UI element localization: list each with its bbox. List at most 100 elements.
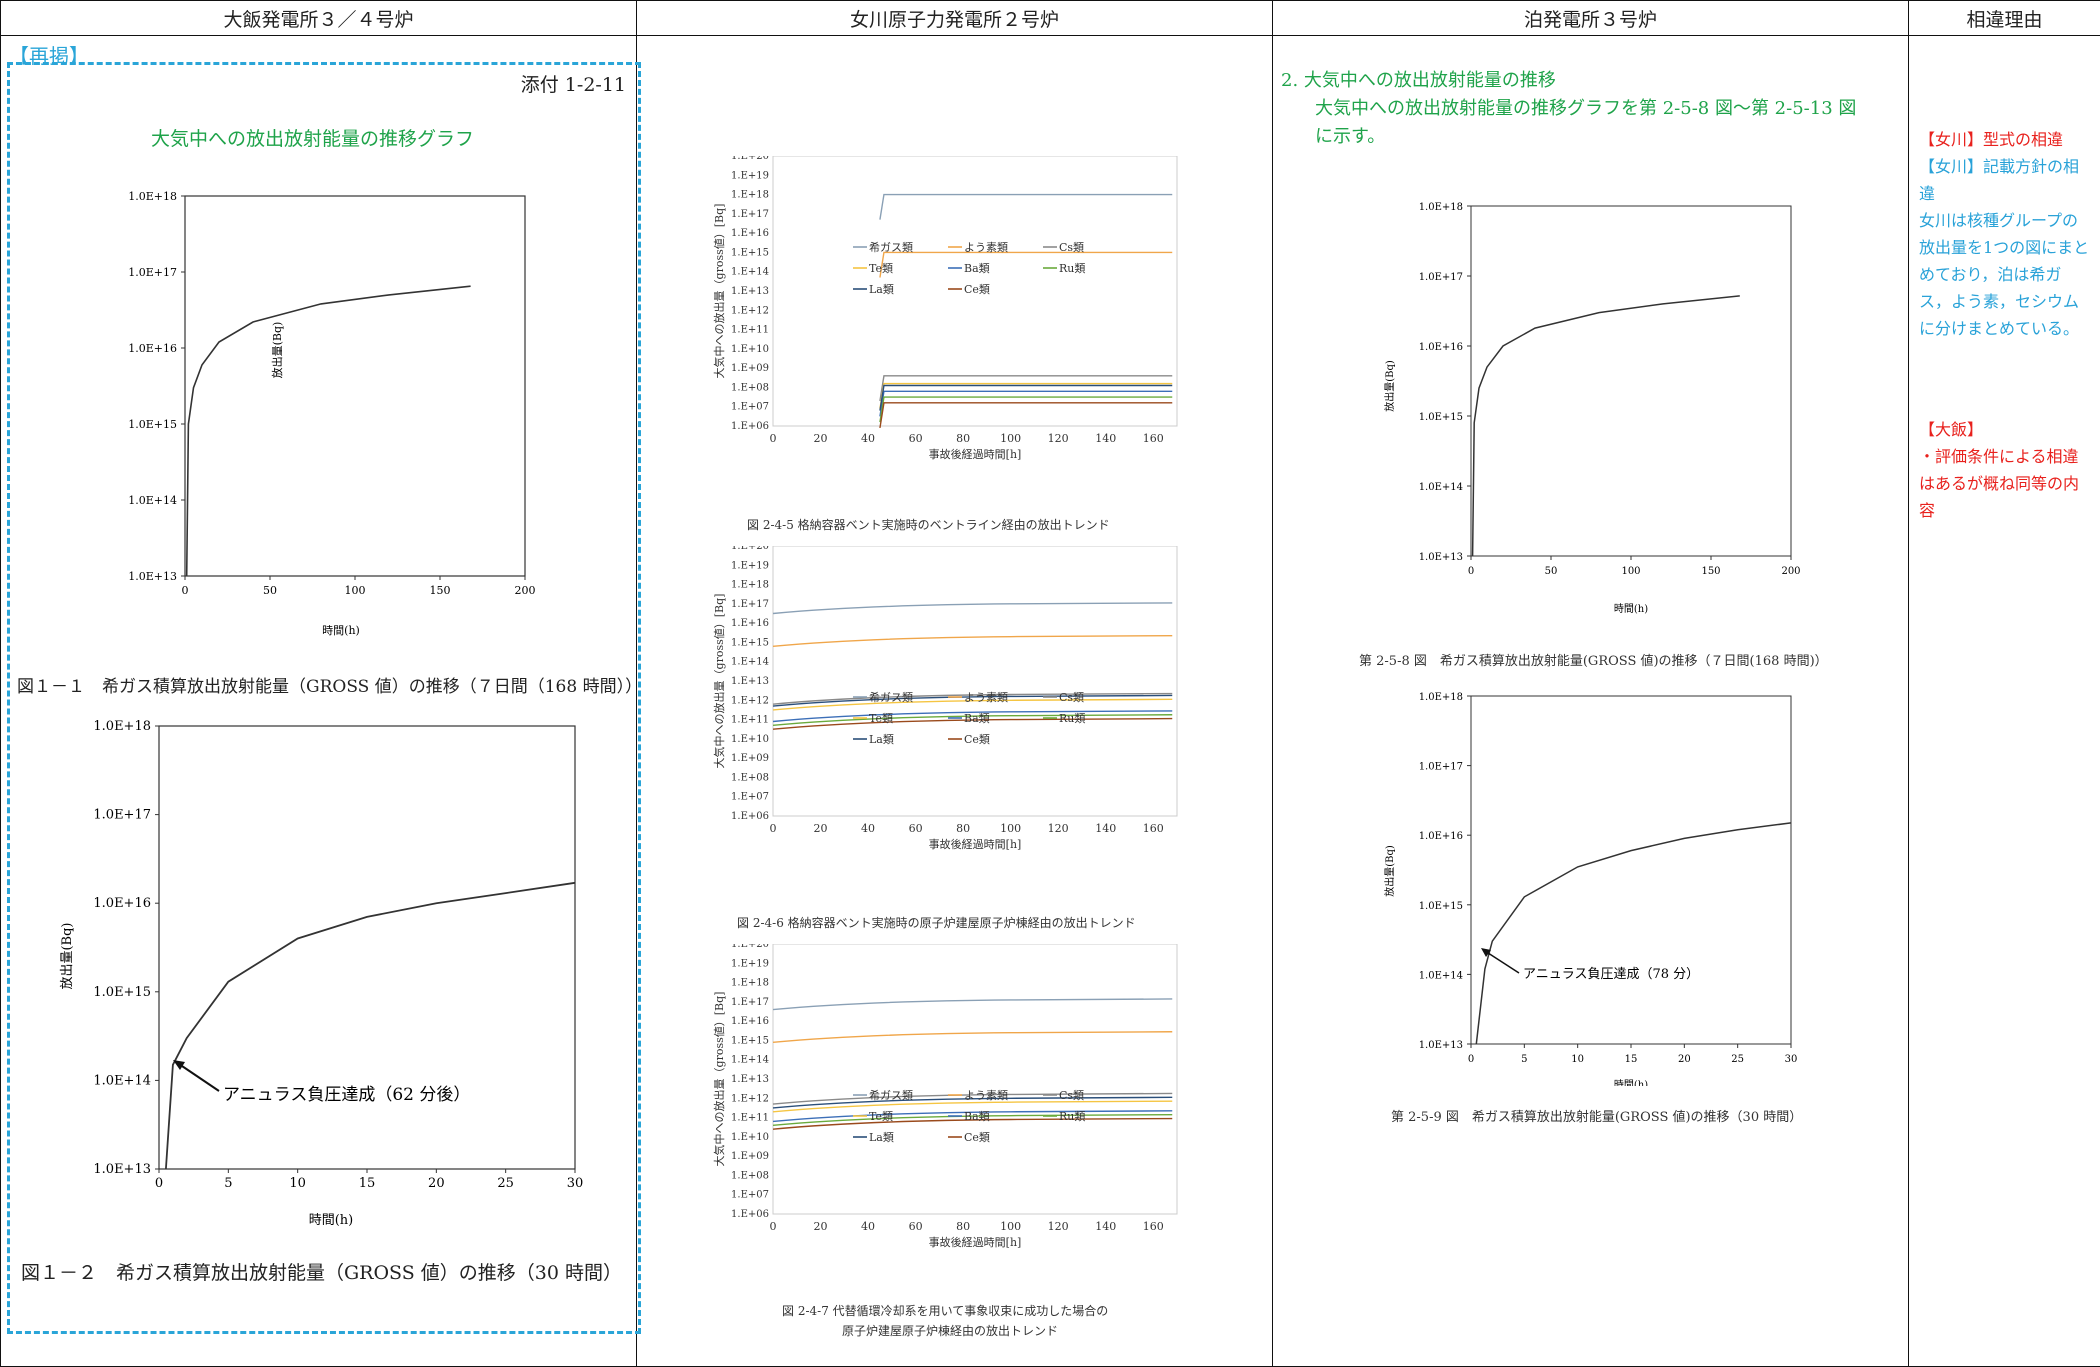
- onagawa-x-tick-label: 140: [1095, 1220, 1116, 1233]
- onagawa-ylabel: 大気中への放出量（gross値）[Bq]: [712, 594, 726, 769]
- onagawa-legend-label: Ru類: [1059, 262, 1085, 275]
- onagawa-x-tick-label: 140: [1095, 432, 1116, 445]
- attachment-number: 添付 1-2-11: [520, 74, 626, 96]
- tomari-annotation-text: アニュラス負圧達成（78 分）: [1523, 967, 1699, 982]
- ohi-chart-168h-frame: [184, 195, 526, 577]
- onagawa-y-tick-label: 1.E+20: [731, 546, 769, 552]
- onagawa-y-tick-label: 1.E+14: [731, 657, 769, 668]
- onagawa-series-line: [772, 1110, 1173, 1123]
- onagawa-y-tick-label: 1.E+14: [731, 1055, 769, 1066]
- onagawa-y-tick-label: 1.E+15: [731, 1035, 769, 1046]
- x-tick-label: 0: [1468, 1054, 1474, 1065]
- x-tick-label: 20: [428, 1176, 445, 1191]
- ohi-graph-title: 大気中への放出放射能量の推移グラフ: [151, 128, 475, 150]
- onagawa-series-line: [772, 1031, 1173, 1044]
- onagawa-legend-label: La類: [869, 1131, 894, 1144]
- reason-policy-line1: 【女川】記載方針の相: [1919, 157, 2080, 176]
- onagawa-y-tick-label: 1.E+12: [731, 695, 769, 706]
- y-tick-label: 1.0E+13: [1419, 552, 1463, 563]
- onagawa-y-tick-label: 1.E+08: [731, 772, 769, 783]
- onagawa-legend-label: Ru類: [1059, 712, 1085, 725]
- x-tick-label: 150: [430, 584, 451, 597]
- tomari-chart-30h: 1.0E+13 1.0E+14 1.0E+15 1.0E+16 1.0E+17 1.0E+…: [1383, 692, 1798, 1086]
- reason-ohi-line3: 容: [1919, 501, 1936, 520]
- onagawa-series-line: [772, 1117, 1173, 1130]
- x-tick-label: 5: [224, 1176, 232, 1191]
- ohi-chart-168h: 1.0E+13 1.0E+14 1.0E+15 1.0E+16 1.0E+17 1.0E+…: [128, 190, 535, 637]
- y-tick-label: 1.0E+15: [93, 985, 151, 1000]
- onagawa-y-tick-label: 1.E+16: [731, 618, 769, 629]
- y-tick-label: 1.0E+16: [1419, 342, 1463, 353]
- onagawa-y-tick-label: 1.E+08: [731, 382, 769, 393]
- onagawa-series-line: [879, 396, 1173, 423]
- reason-cell: 【女川】型式の相違 【女川】記載方針の相 違 女川は核種グループの 放出量を1つ…: [1908, 35, 2100, 1367]
- onagawa-legend-label: Ba類: [964, 712, 990, 725]
- ohi-30h-series-line: [165, 881, 576, 1170]
- x-tick-label: 50: [1545, 566, 1558, 577]
- onagawa-series-line: [772, 998, 1173, 1011]
- reason-detail-line5: に分けまとめている。: [1919, 319, 2080, 338]
- onagawa-ylabel: 大気中への放出量（gross値）[Bq]: [712, 992, 726, 1167]
- onagawa-series-line: [879, 402, 1173, 429]
- onagawa-x-tick-label: 80: [956, 822, 970, 835]
- y-tick-label: 1.0E+18: [128, 190, 177, 203]
- y-tick-label: 1.0E+18: [93, 719, 151, 734]
- ohi-168h-xlabel: 時間(h): [322, 624, 360, 637]
- reason-detail-line2: 放出量を1つの図にまと: [1919, 238, 2090, 257]
- x-tick-label: 15: [1625, 1054, 1638, 1065]
- onagawa-series-line: [879, 384, 1173, 411]
- x-tick-label: 10: [289, 1176, 306, 1191]
- onagawa-x-tick-label: 160: [1143, 822, 1164, 835]
- tomari-fig-2-5-8-caption: 第 2-5-8 図 希ガス積算放出放射能量(GROSS 値)の推移（７日間(16…: [1359, 654, 1828, 669]
- onagawa-y-tick-label: 1.E+09: [731, 363, 769, 374]
- tomari-30h-xlabel: 時間(h): [1614, 1079, 1648, 1086]
- onagawa-legend-label: Cs類: [1059, 241, 1084, 254]
- onagawa-legend-label: La類: [869, 283, 894, 296]
- onagawa-series-line: [772, 717, 1173, 730]
- y-tick-label: 1.0E+15: [1419, 901, 1463, 912]
- tomari-30h-ylabel: 放出量(Bq): [1383, 845, 1396, 897]
- ohi-30h-ylabel: 放出量(Bq): [60, 922, 75, 989]
- onagawa-series-line: [772, 714, 1173, 727]
- onagawa-y-tick-label: 1.E+19: [731, 560, 769, 571]
- onagawa-series-line: [772, 1092, 1173, 1105]
- onagawa-xlabel: 事故後経過時間[h]: [929, 837, 1022, 851]
- onagawa-series-line: [772, 634, 1173, 647]
- tomari-fig-2-5-9-caption: 第 2-5-9 図 希ガス積算放出放射能量(GROSS 値)の推移（30 時間）: [1391, 1110, 1803, 1125]
- onagawa-x-tick-label: 0: [770, 1220, 777, 1233]
- column-header-reason: 相違理由: [1908, 0, 2100, 36]
- x-tick-label: 50: [263, 584, 277, 597]
- x-tick-label: 25: [497, 1176, 514, 1191]
- onagawa-fig-2-4-7-caption-line1: 図 2-4-7 代替循環冷却系を用いて事象収束に成功した場合の: [782, 1304, 1109, 1318]
- ohi-annotation-text: アニュラス負圧達成（62 分後）: [223, 1085, 470, 1105]
- onagawa-legend-label: Ru類: [1059, 1110, 1085, 1123]
- onagawa-y-tick-label: 1.E+06: [731, 811, 769, 822]
- onagawa-y-tick-label: 1.E+10: [731, 344, 769, 355]
- tomari-30h-series-line: [1475, 822, 1792, 1045]
- onagawa-x-tick-label: 20: [814, 432, 828, 445]
- reason-detail-line1: 女川は核種グループの: [1919, 211, 2079, 230]
- onagawa-series-line: [772, 694, 1173, 707]
- x-tick-label: 30: [1785, 1054, 1798, 1065]
- onagawa-x-tick-label: 160: [1143, 1220, 1164, 1233]
- y-tick-label: 1.0E+16: [128, 342, 177, 355]
- y-tick-label: 1.0E+18: [1419, 692, 1463, 703]
- onagawa-y-tick-label: 1.E+13: [731, 676, 769, 687]
- tomari-heading-line2: 大気中への放出放射能量の推移グラフを第 2-5-8 図～第 2-5-13 図: [1315, 98, 1857, 119]
- tomari-chart-168h: 1.0E+13 1.0E+14 1.0E+15 1.0E+16 1.0E+17 1.0E+…: [1383, 202, 1801, 615]
- y-tick-label: 1.0E+13: [128, 570, 177, 583]
- reason-onagawa-policy: 【女川】記載方針の相 違 女川は核種グループの 放出量を1つの図にまと めており…: [1919, 153, 2099, 342]
- onagawa-series-line: [772, 1100, 1173, 1113]
- y-tick-label: 1.0E+17: [93, 808, 151, 823]
- tomari-168h-ylabel: 放出量(Bq): [1383, 360, 1396, 412]
- y-tick-label: 1.0E+14: [1419, 970, 1463, 981]
- onagawa-y-tick-label: 1.E+06: [731, 1209, 769, 1220]
- onagawa-y-tick-label: 1.E+08: [731, 1170, 769, 1181]
- onagawa-y-tick-label: 1.E+09: [731, 1151, 769, 1162]
- onagawa-y-tick-label: 1.E+18: [731, 978, 769, 989]
- onagawa-legend-label: 希ガス類: [869, 1088, 913, 1102]
- onagawa-legend-label: Ce類: [964, 1131, 990, 1144]
- reason-detail-line3: めており，泊は希ガ: [1919, 265, 2062, 284]
- onagawa-y-tick-label: 1.E+10: [731, 1132, 769, 1143]
- onagawa-legend-label: 希ガス類: [869, 690, 913, 704]
